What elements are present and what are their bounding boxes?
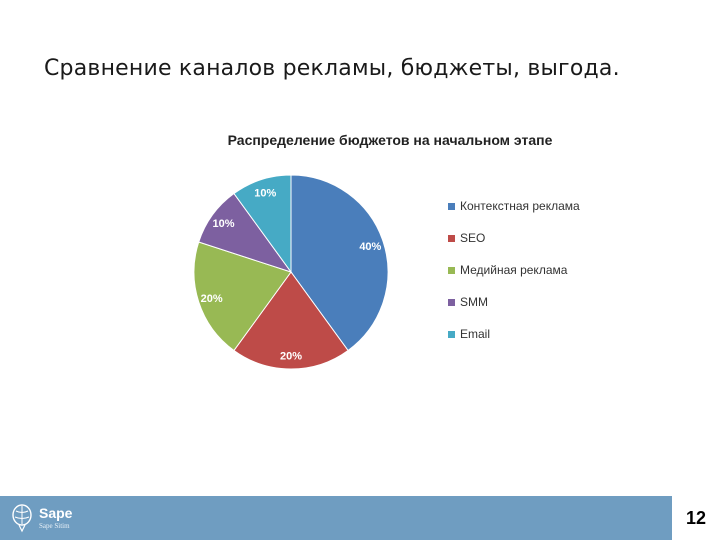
chart-legend: Контекстная реклама SEO Медийная реклама SM… [448,198,580,358]
chart: Распределение бюджетов на начальном этап… [160,120,620,380]
pie-data-label-1: 40% [359,241,381,253]
pie-chart: 40% 20% 20% 10% 10% [193,174,389,370]
page-number: 12 [672,496,720,540]
legend-swatch [448,298,455,306]
legend-item-5: Email [448,326,580,342]
legend-label: Контекстная реклама [460,199,580,213]
footer-bar: Sape Sape Sitim 12 [0,496,720,540]
brain-icon [12,504,32,533]
logo-subtitle: Sape Sitim [39,522,70,530]
legend-label: Email [460,327,491,341]
pie-slice-2 [233,271,349,370]
legend-item-3: Медийная реклама [448,262,580,278]
legend-swatch [448,266,455,274]
pie-slice-1 [290,174,389,352]
legend-item-2: SEO [448,230,580,246]
slide-title: Сравнение каналов рекламы, бюджеты, выго… [44,56,620,81]
legend-item-1: Контекстная реклама [448,198,580,214]
legend-label: SEO [460,231,486,245]
pie-data-label-4: 10% [212,218,234,230]
pie-data-label-5: 10% [254,188,276,200]
legend-item-4: SMM [448,294,580,310]
legend-label: SMM [460,295,488,309]
sape-logo: Sape Sape Sitim [10,503,72,533]
legend-swatch [448,234,455,242]
pie-slice-3 [193,241,292,352]
pie-data-label-3: 20% [201,293,223,305]
legend-label: Медийная реклама [460,263,568,277]
pie-slice-5 [233,174,292,274]
legend-swatch [448,330,455,338]
legend-swatch [448,202,455,210]
pie-data-label-2: 20% [280,350,302,362]
chart-title: Распределение бюджетов на начальном этап… [227,132,553,148]
logo-name: Sape [39,505,73,521]
